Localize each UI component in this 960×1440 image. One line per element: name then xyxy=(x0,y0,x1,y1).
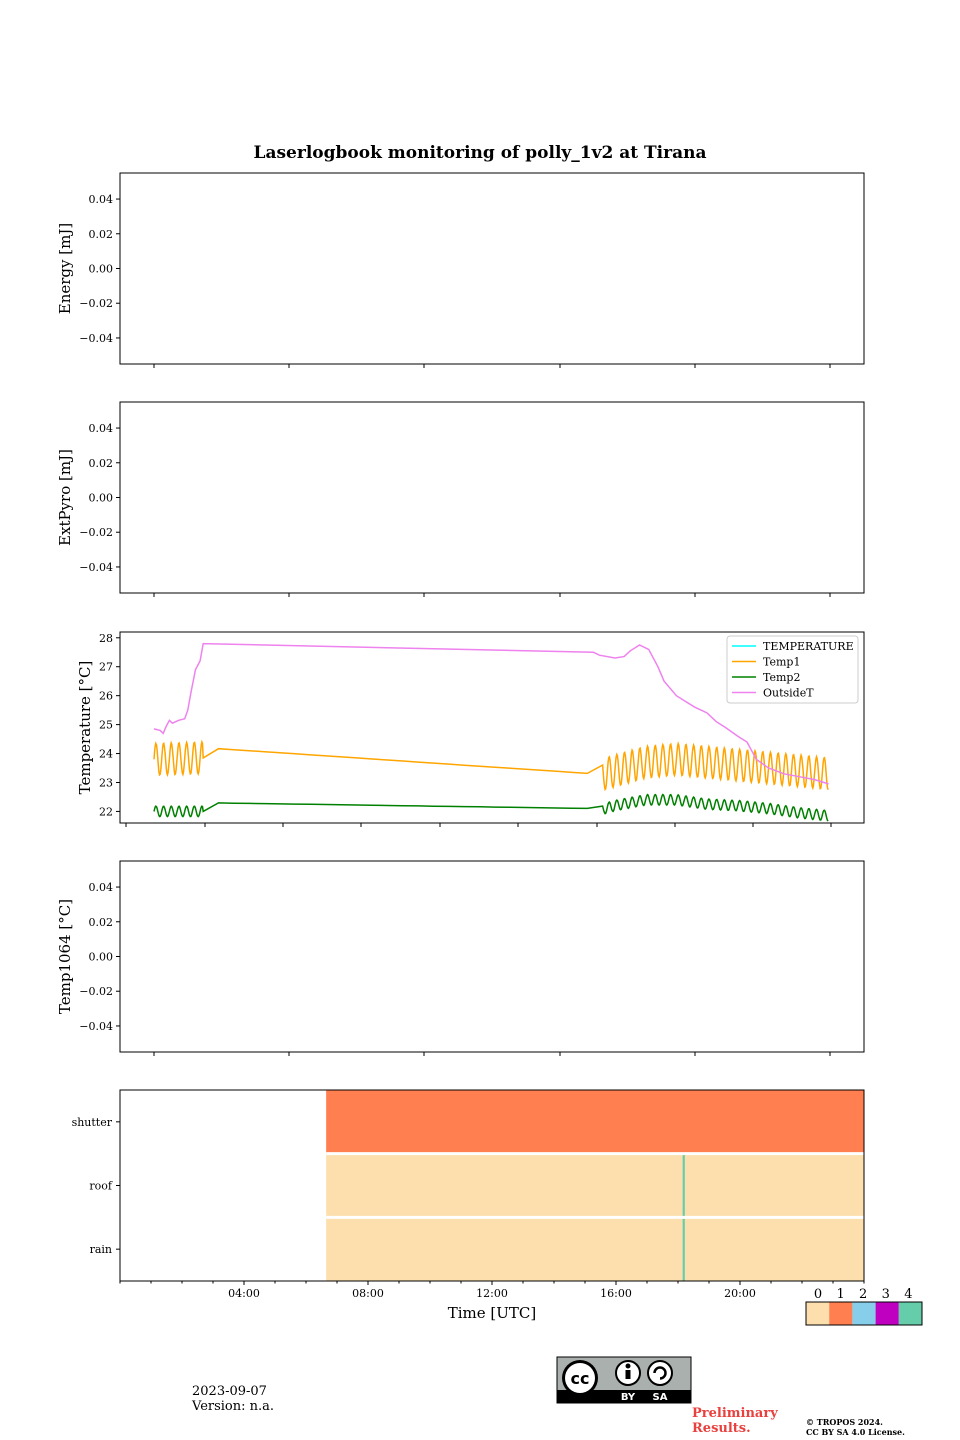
cc-license-badge: cc BY SA xyxy=(556,1356,692,1404)
badge-sa-label: SA xyxy=(653,1392,668,1403)
preliminary-line1: Preliminary xyxy=(692,1406,778,1421)
panel-1-ytick-label: 0.02 xyxy=(89,457,114,470)
panel-3-ytick-label: 0.00 xyxy=(89,951,114,964)
preliminary-line2: Results. xyxy=(692,1421,751,1436)
panel-2-ytick-label: 25 xyxy=(99,719,113,732)
panel-2-ytick-label: 26 xyxy=(99,690,113,703)
copyright-note: © TROPOS 2024. CC BY SA 4.0 License. xyxy=(806,1417,905,1437)
series-line-temp1 xyxy=(153,739,829,792)
xtick-label: 16:00 xyxy=(600,1287,632,1300)
status-segment-shutter xyxy=(326,1090,864,1154)
series-line-outsidet xyxy=(153,642,829,785)
colorbar-cell-3 xyxy=(875,1302,899,1325)
svg-text:cc: cc xyxy=(571,1369,590,1388)
sa-icon xyxy=(647,1360,673,1386)
plots-area: 0.04 0.02 0.00 −0.02 −0.04 Energy [mJ] 0.04 0.0… xyxy=(56,172,923,1326)
preliminary-note: Preliminary Results. xyxy=(692,1406,778,1436)
panel-3-ylabel: Temp1064 [°C] xyxy=(56,899,74,1014)
colorbar-cell-2 xyxy=(852,1302,876,1325)
row-label-shutter: shutter xyxy=(72,1116,113,1129)
footer-date: 2023-09-07 xyxy=(192,1384,267,1399)
colorbar-label-1: 1 xyxy=(836,1287,844,1302)
panel-3-ytick-label: −0.02 xyxy=(79,985,113,998)
panel-3-ytick-label: 0.04 xyxy=(89,881,114,894)
panel-2-frame xyxy=(119,631,865,824)
panel-0-ytick-label: 0.00 xyxy=(89,263,114,276)
colorbar-cell-4 xyxy=(898,1302,922,1325)
row-label-rain: rain xyxy=(90,1243,112,1256)
footer-version: Version: n.a. xyxy=(192,1399,275,1414)
panel-1-ytick-label: −0.02 xyxy=(79,526,113,539)
legend-box xyxy=(726,635,859,704)
x-axis-label: Time [UTC] xyxy=(448,1304,537,1322)
copyright-line2: CC BY SA 4.0 License. xyxy=(806,1427,905,1437)
colorbar-cell-1 xyxy=(829,1302,853,1325)
panel-1-frame xyxy=(119,401,865,594)
panel-0-frame xyxy=(119,172,865,365)
xtick-label: 20:00 xyxy=(724,1287,756,1300)
colorbar-frame xyxy=(805,1301,923,1326)
colorbar-cell-0 xyxy=(806,1302,830,1325)
legend-label-temp2: Temp2 xyxy=(763,671,800,684)
panel-3-ytick-label: 0.02 xyxy=(89,916,114,929)
panel-0-ytick-label: 0.04 xyxy=(89,193,114,206)
xtick-label: 12:00 xyxy=(476,1287,508,1300)
panel-0-ytick-label: −0.04 xyxy=(79,332,113,345)
panel-2-ytick-label: 27 xyxy=(99,661,113,674)
panel-2-ytick-label: 22 xyxy=(99,805,113,818)
xtick-label: 04:00 xyxy=(228,1287,260,1300)
panel-2-ytick-label: 28 xyxy=(99,632,113,645)
panel-1-ytick-label: −0.04 xyxy=(79,561,113,574)
panel-2-ylabel: Temperature [°C] xyxy=(76,661,94,795)
copyright-line1: © TROPOS 2024. xyxy=(806,1417,883,1427)
panel-1-ytick-label: 0.00 xyxy=(89,492,114,505)
row-label-roof: roof xyxy=(89,1180,113,1193)
colorbar-label-3: 3 xyxy=(882,1287,890,1302)
panel-1-ytick-label: 0.04 xyxy=(89,422,114,435)
panel-0-ytick-label: 0.02 xyxy=(89,228,114,241)
series-line-temp2 xyxy=(153,793,829,822)
status-segment-rain xyxy=(326,1217,864,1281)
panel-1-ylabel: ExtPyro [mJ] xyxy=(56,449,74,546)
legend-label-temp1: Temp1 xyxy=(763,656,800,669)
badge-by-label: BY xyxy=(621,1392,636,1403)
status-segment-roof xyxy=(326,1153,864,1218)
panel-2-ytick-label: 23 xyxy=(99,776,113,789)
panel-2-ytick-label: 24 xyxy=(99,748,113,761)
panel-3-frame xyxy=(119,860,865,1053)
xtick-label: 08:00 xyxy=(352,1287,384,1300)
panel-0-ylabel: Energy [mJ] xyxy=(56,223,74,314)
legend-label-outsidet: OutsideT xyxy=(763,687,814,700)
colorbar-label-4: 4 xyxy=(904,1287,912,1302)
colorbar-label-2: 2 xyxy=(859,1287,867,1302)
status-segment-rain xyxy=(682,1217,685,1281)
panel-0-ytick-label: −0.02 xyxy=(79,297,113,310)
colorbar-label-0: 0 xyxy=(814,1287,822,1302)
panel-3-ytick-label: −0.04 xyxy=(79,1020,113,1033)
legend-label-temperature: TEMPERATURE xyxy=(763,640,854,653)
footer-info: 2023-09-07 Version: n.a. xyxy=(192,1384,274,1414)
chart-title: Laserlogbook monitoring of polly_1v2 at … xyxy=(254,143,707,163)
status-segment-roof xyxy=(682,1153,685,1218)
